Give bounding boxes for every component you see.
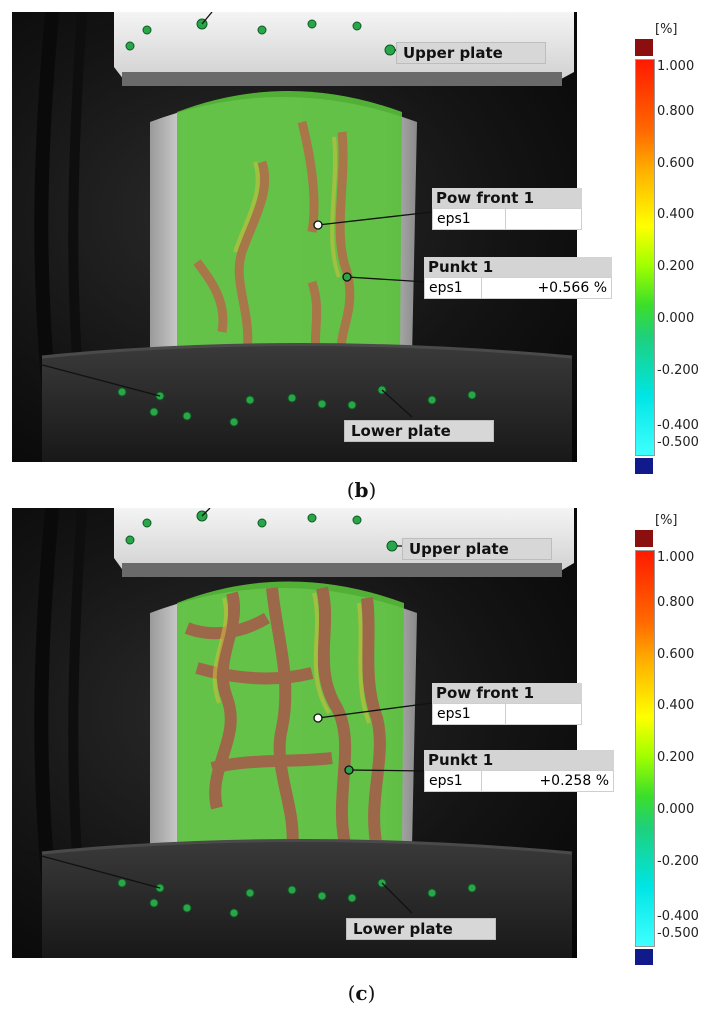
pow-front-title: Pow front 1 [432,188,582,208]
punkt-title: Punkt 1 [424,750,614,770]
scale-tick: 1.000 [657,59,695,74]
scale-overflow-cap [635,39,653,56]
scale-underflow-cap [635,949,653,965]
scale-gradient-bar [635,550,655,947]
upper-plate-label: Upper plate [396,42,546,64]
scale-tick: -0.500 [657,435,699,450]
strain-halo [212,592,371,724]
pow-front-key: eps1 [433,209,506,229]
scale-tick: 0.800 [657,595,695,610]
upper-plate-label: Upper plate [402,538,552,560]
lower-plate-shape [42,344,572,462]
lower-plate-rim [41,343,573,359]
pow-front-value [506,209,581,229]
specimen-scene [12,12,574,462]
strain-bands [184,586,386,855]
punkt-title: Punkt 1 [424,257,612,277]
strain-bands [193,120,355,358]
upper-plate-shape [114,12,574,84]
strain-field [177,91,402,364]
lower-plate-rim [41,839,573,855]
specimen-photo [12,12,577,462]
upper-plate-underside [122,563,562,577]
scale-tick: 0.200 [657,750,695,765]
scale-unit: [%] [655,22,678,37]
punkt-readout: Punkt 1 eps1 +0.258 % [424,750,614,792]
punkt-value: +0.566 % [537,280,607,296]
scale-tick: 0.000 [657,802,695,817]
pow-front-value [506,704,581,724]
panel-caption: (c) [347,981,376,1005]
scale-tick: 0.000 [657,311,695,326]
punkt-key: eps1 [425,771,482,791]
scale-tick: 0.600 [657,647,695,662]
pow-front-row: eps1 [432,208,582,230]
pow-front-key: eps1 [433,704,506,724]
punkt-value: +0.258 % [539,773,609,789]
scale-tick: 0.400 [657,207,695,222]
specimen-photo [12,508,577,958]
pow-front-point [313,220,323,230]
pow-front-point [313,713,323,723]
scale-tick: -0.500 [657,926,699,941]
scale-tick: 0.800 [657,104,695,119]
punkt-readout: Punkt 1 eps1 +0.566 % [424,257,612,299]
scale-unit: [%] [655,513,678,528]
lower-plate-shape [42,840,572,958]
scale-tick: -0.400 [657,909,699,924]
lower-plate-label: Lower plate [344,420,494,442]
pow-front-readout: Pow front 1 eps1 [432,683,582,725]
upper-plate-underside [122,72,562,86]
punkt-point [344,765,354,775]
scale-underflow-cap [635,458,653,474]
strain-halo [233,136,341,278]
punkt-key: eps1 [425,278,482,298]
scale-tick: -0.200 [657,363,699,378]
scale-tick: 0.200 [657,259,695,274]
scale-overflow-cap [635,530,653,547]
pow-front-row: eps1 [432,703,582,725]
punkt-row: eps1 +0.566 % [424,277,612,299]
panel-caption: (b) [346,478,377,502]
punkt-point [342,272,352,282]
scale-tick: -0.200 [657,854,699,869]
scale-tick: 0.600 [657,156,695,171]
lower-plate-label: Lower plate [346,918,496,940]
color-scale: [%] 1.000 0.800 0.600 0.400 0.200 0.000 … [635,22,710,474]
punkt-row: eps1 +0.258 % [424,770,614,792]
leader-lines [12,12,433,418]
pow-front-readout: Pow front 1 eps1 [432,188,582,230]
scale-tick: -0.400 [657,418,699,433]
color-scale: [%] 1.000 0.800 0.600 0.400 0.200 0.000 … [635,513,710,965]
leader-lines [12,508,433,914]
pow-front-title: Pow front 1 [432,683,582,703]
specimen-scene [12,508,574,958]
scale-tick: 0.400 [657,698,695,713]
scale-gradient-bar [635,59,655,456]
scale-tick: 1.000 [657,550,695,565]
